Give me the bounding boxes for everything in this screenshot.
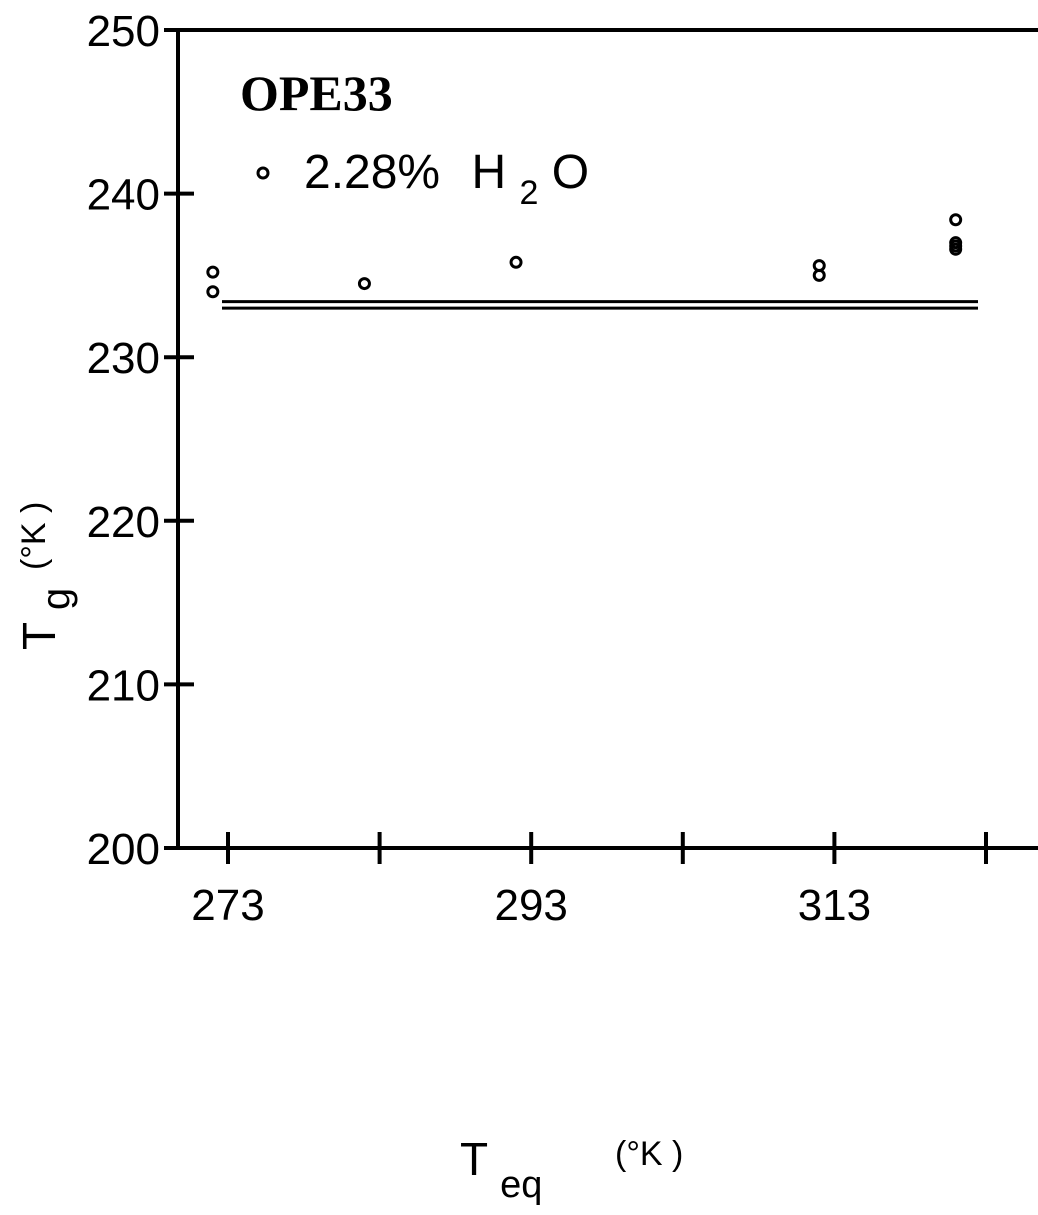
x-axis-title: T eq [460, 1133, 542, 1206]
y-axis-title: T g [13, 588, 78, 650]
data-point [509, 255, 523, 269]
data-point [206, 285, 220, 299]
data-point [206, 265, 220, 279]
x-tick-label: 273 [191, 881, 264, 930]
x-axis-title-main: T [460, 1133, 488, 1185]
data-point [949, 213, 963, 227]
legend-label-sub: 2 [519, 174, 538, 212]
y-axis-title-sub: g [34, 588, 78, 610]
y-tick-label: 240 [87, 171, 160, 220]
y-axis-title-main: T [13, 622, 65, 650]
legend-label-h: H [471, 146, 506, 199]
legend-marker [256, 166, 270, 180]
y-ticks: 200 210 220 230 240 250 [87, 7, 194, 874]
data-point [357, 277, 371, 291]
y-tick-label: 200 [87, 825, 160, 874]
legend-label-o: O [552, 146, 589, 199]
x-axis-unit: (°K ) [615, 1135, 683, 1173]
x-tick-label: 293 [494, 881, 567, 930]
x-axis-title-sub: eq [500, 1164, 542, 1206]
reference-lines [222, 300, 978, 310]
annotation-title: OPE33 [240, 65, 393, 121]
x-ticks: 273 293 313 [191, 832, 988, 930]
y-tick-label: 230 [87, 334, 160, 383]
data-point [812, 268, 826, 282]
data-points [206, 213, 963, 299]
legend-label-prefix: 2.28% [304, 146, 440, 199]
y-tick-label: 220 [87, 498, 160, 547]
data-point [949, 242, 963, 256]
y-tick-label: 250 [87, 7, 160, 56]
legend-label: 2.28% H 2 O [304, 146, 589, 215]
x-tick-label: 313 [798, 881, 871, 930]
y-tick-label: 210 [87, 661, 160, 710]
y-axis-unit: (°K ) [15, 502, 53, 570]
